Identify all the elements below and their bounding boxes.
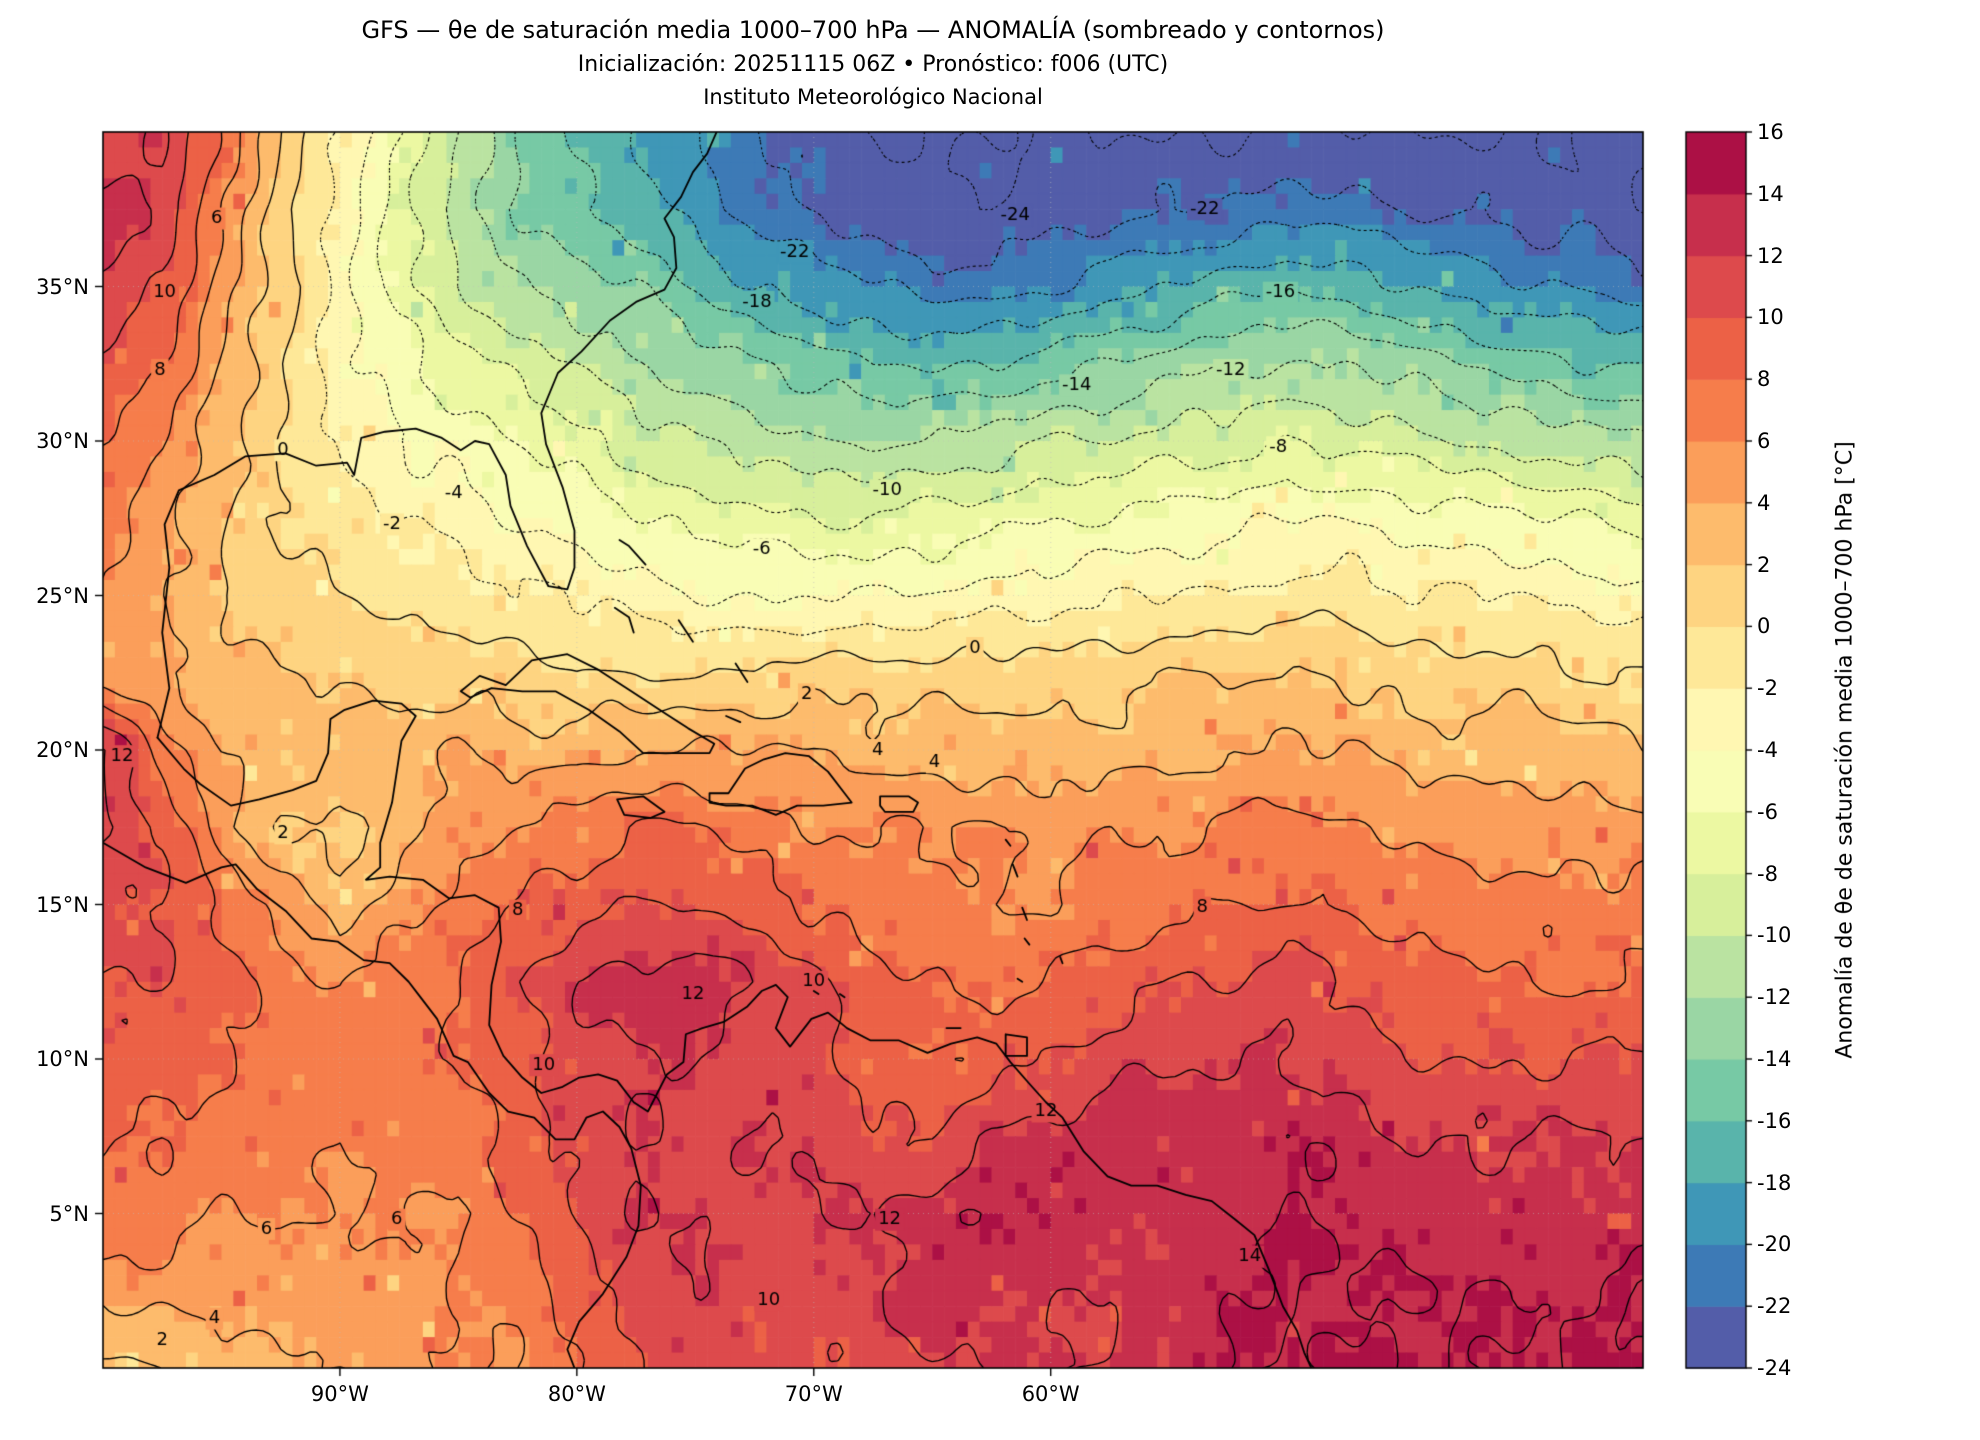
y-tick-label: 30°N [36,429,89,453]
y-tick-label: 35°N [36,274,89,299]
colorbar-tick-label: -24 [1757,1356,1792,1380]
y-tick-label: 25°N [36,583,89,608]
x-tick-label: 60°W [1021,1382,1080,1406]
y-tick-label: 15°N [36,892,89,917]
colorbar-tick-label: -18 [1757,1170,1792,1195]
colorbar-tick-label: 14 [1757,181,1784,206]
y-tick-label: 10°N [36,1047,89,1071]
x-tick-label: 90°W [310,1382,369,1406]
chart-subtitle-institute: Instituto Meteorológico Nacional [703,85,1043,109]
colorbar-tick-label: -20 [1757,1232,1792,1257]
colorbar-tick-label: 2 [1757,552,1771,577]
x-tick-label: 80°W [547,1382,606,1406]
colorbar-axis-label: Anomalía de θe de saturación media 1000–… [1832,441,1858,1059]
y-tick-label: 5°N [49,1201,89,1226]
colorbar-tick-label: -8 [1757,861,1778,886]
chart-header: GFS — θe de saturación media 1000–700 hP… [103,16,1643,109]
colorbar-tick-label: 6 [1757,429,1771,453]
chart-subtitle-run-info: Inicialización: 20251115 06Z • Pronóstic… [577,52,1169,77]
colorbar-tick-label: -10 [1757,923,1792,948]
colorbar-tick-label: -6 [1757,799,1778,824]
y-tick-label: 20°N [36,738,89,762]
colorbar-tick-label: 12 [1757,243,1784,268]
colorbar-tick-label: -12 [1757,985,1792,1010]
colorbar-tick-label: -16 [1757,1108,1792,1133]
colorbar-tick-label: 4 [1757,490,1771,515]
chart-title: GFS — θe de saturación media 1000–700 hP… [361,16,1385,44]
colorbar-tick-label: -4 [1757,738,1778,762]
colorbar-tick-label: 0 [1757,614,1771,639]
colorbar-tick-label: 8 [1757,367,1771,392]
colorbar-tick-label: -22 [1757,1294,1792,1319]
colorbar-tick-label: -2 [1757,676,1778,701]
colorbar-tick-label: 16 [1757,120,1784,144]
x-tick-label: 70°W [784,1382,843,1406]
colorbar-tick-label: 10 [1757,305,1784,330]
colorbar-tick-label: -14 [1757,1047,1792,1071]
